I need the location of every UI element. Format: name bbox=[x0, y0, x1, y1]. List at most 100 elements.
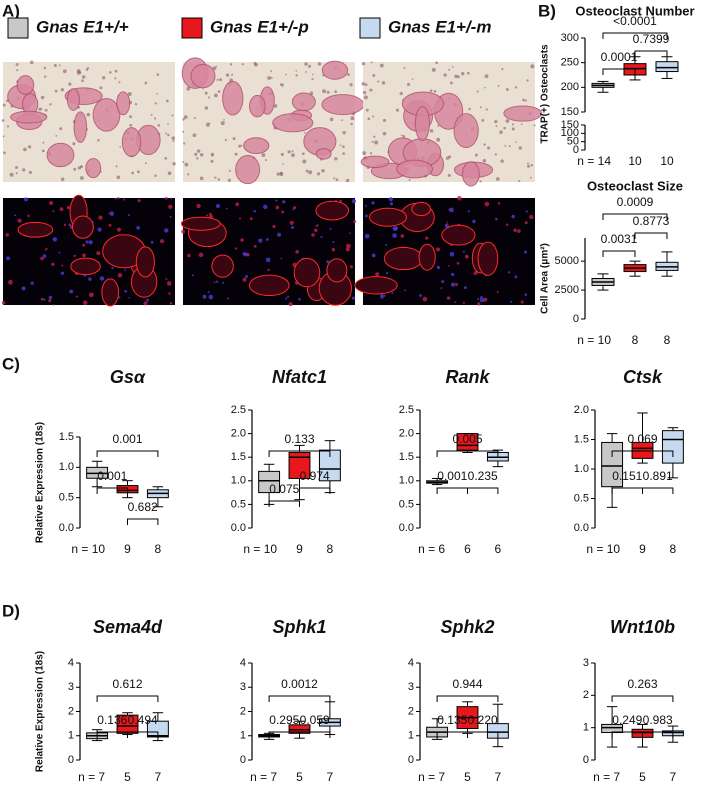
speck bbox=[505, 119, 510, 123]
nucleus bbox=[456, 261, 460, 265]
nucleus bbox=[425, 236, 429, 240]
speck bbox=[382, 118, 386, 123]
nucleus bbox=[314, 228, 318, 232]
chart-title: Sema4d bbox=[93, 617, 163, 637]
cell-outline bbox=[411, 201, 431, 217]
nucleus bbox=[165, 277, 168, 280]
p-value: 0.001 bbox=[112, 432, 142, 446]
p-value: 0.0031 bbox=[601, 232, 638, 246]
speck bbox=[494, 153, 498, 156]
n-label: n = 10 bbox=[586, 542, 620, 556]
y-tick-label: 3 bbox=[240, 681, 246, 693]
nucleus bbox=[61, 264, 64, 267]
osteoclast bbox=[321, 60, 349, 80]
nucleus bbox=[249, 217, 253, 221]
speck bbox=[193, 116, 196, 119]
speck bbox=[362, 90, 367, 95]
p-value: 0.151 bbox=[612, 469, 642, 483]
speck bbox=[514, 86, 518, 89]
speck bbox=[150, 114, 153, 116]
speck bbox=[217, 90, 221, 93]
nucleus bbox=[187, 253, 191, 258]
nucleus bbox=[280, 257, 283, 260]
speck bbox=[171, 114, 174, 117]
speck bbox=[321, 168, 325, 173]
nucleus bbox=[205, 214, 208, 217]
osteoclast bbox=[360, 155, 390, 169]
cell-outline bbox=[326, 258, 348, 283]
nucleus bbox=[109, 211, 115, 216]
nucleus bbox=[51, 262, 55, 266]
panel-label: A) bbox=[2, 1, 20, 20]
sig-bracket bbox=[127, 731, 159, 738]
nucleus bbox=[293, 206, 297, 210]
osteoclast bbox=[315, 148, 332, 160]
speck bbox=[367, 117, 371, 121]
speck bbox=[403, 66, 406, 69]
nucleus bbox=[331, 247, 336, 252]
speck bbox=[518, 146, 522, 150]
nucleus bbox=[476, 297, 480, 300]
speck bbox=[449, 81, 453, 85]
speck bbox=[43, 66, 47, 70]
nucleus bbox=[207, 291, 210, 293]
nucleus bbox=[365, 204, 368, 207]
speck bbox=[505, 87, 509, 91]
nucleus bbox=[169, 216, 172, 219]
nucleus bbox=[43, 298, 46, 301]
nucleus bbox=[436, 265, 441, 270]
speck bbox=[411, 78, 414, 80]
speck bbox=[481, 119, 485, 122]
speck bbox=[165, 99, 169, 103]
speck bbox=[316, 172, 321, 176]
speck bbox=[317, 62, 322, 66]
nucleus bbox=[213, 281, 216, 284]
sig-bracket bbox=[268, 500, 300, 507]
speck bbox=[468, 107, 471, 111]
nucleus bbox=[52, 210, 55, 213]
speck bbox=[371, 140, 374, 143]
nucleus bbox=[275, 199, 278, 202]
n-label: 8 bbox=[327, 542, 334, 556]
cell-outline bbox=[315, 200, 350, 221]
nucleus bbox=[457, 195, 462, 201]
y-tick-label: 1.5 bbox=[231, 451, 246, 463]
nucleus bbox=[17, 218, 22, 223]
speck bbox=[485, 108, 488, 111]
y-tick-label: 2.5 bbox=[231, 404, 246, 416]
speck bbox=[212, 66, 217, 71]
nucleus bbox=[495, 217, 498, 221]
nucleus bbox=[227, 297, 230, 300]
nucleus bbox=[215, 203, 221, 209]
y-tick-label: 0.5 bbox=[231, 498, 246, 510]
n-label: 9 bbox=[296, 542, 303, 556]
osteoclast bbox=[291, 92, 316, 112]
speck bbox=[167, 133, 170, 137]
nucleus bbox=[198, 252, 204, 258]
nucleus bbox=[240, 238, 244, 242]
nucleus bbox=[40, 256, 44, 261]
chart-title: Sphk1 bbox=[272, 617, 326, 637]
speck bbox=[58, 64, 61, 67]
chart-title: Rank bbox=[445, 367, 490, 387]
nucleus bbox=[60, 271, 65, 275]
speck bbox=[60, 177, 65, 182]
speck bbox=[55, 134, 58, 137]
y-tick-label: 5000 bbox=[555, 255, 579, 267]
speck bbox=[77, 166, 82, 170]
speck bbox=[474, 153, 478, 157]
speck bbox=[454, 74, 458, 78]
speck bbox=[232, 137, 236, 141]
speck bbox=[524, 99, 527, 102]
osteoclast bbox=[85, 157, 102, 179]
speck bbox=[448, 155, 452, 159]
speck bbox=[184, 162, 189, 167]
box bbox=[655, 61, 679, 73]
speck bbox=[172, 162, 176, 166]
speck bbox=[372, 74, 376, 77]
speck bbox=[144, 82, 148, 85]
p-value: 0.135 bbox=[437, 713, 467, 727]
speck bbox=[225, 73, 230, 77]
sig-bracket bbox=[642, 487, 674, 494]
speck bbox=[86, 112, 91, 117]
